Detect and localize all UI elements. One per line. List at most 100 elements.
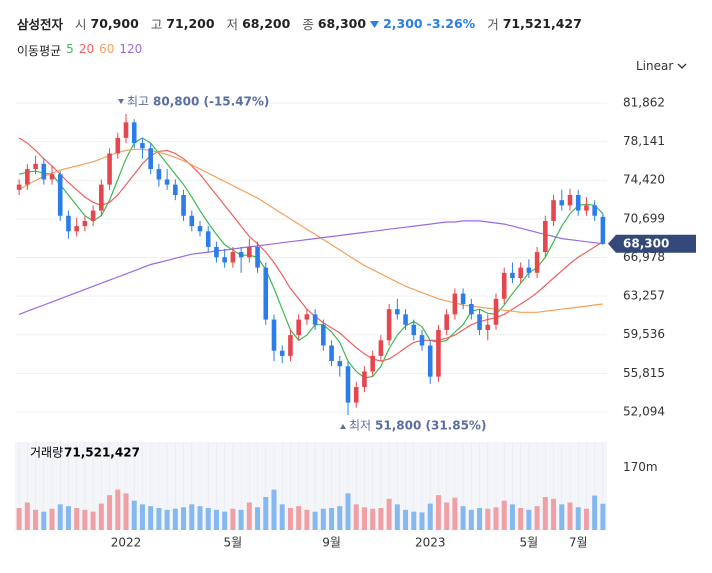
volume-bar (164, 509, 170, 530)
candle-body (90, 210, 96, 221)
annotation-text: 51,800 (31.85%) (375, 419, 486, 433)
candle-body (197, 226, 203, 232)
volume-bar (518, 508, 524, 530)
candle-body (156, 169, 162, 180)
candle-body (362, 371, 367, 388)
candle-body (99, 184, 104, 211)
candle-body (337, 361, 343, 367)
y-tick-label: 81,862 (623, 95, 665, 109)
volume-bar (444, 502, 450, 530)
legend-entry: 5 (66, 42, 74, 56)
label: 종 (302, 17, 314, 32)
volume-bar (181, 507, 187, 530)
value: 71,200 (166, 16, 215, 31)
candle-body (82, 220, 88, 227)
legend-entry: 60 (99, 42, 115, 56)
x-tick-label: 2022 (111, 536, 142, 550)
volume-bar (16, 508, 22, 530)
ma-legend: 이동평균 5 20 60 120 (17, 42, 142, 59)
volume-bar (468, 509, 474, 530)
annotation-label: 최고 (127, 95, 149, 109)
candle-body (115, 137, 121, 154)
candle-body (164, 179, 170, 185)
volume-bar (559, 504, 565, 530)
label: 고 (150, 17, 163, 32)
y-tick-label: 63,257 (623, 289, 665, 303)
candle-body (214, 246, 219, 258)
candle-body (173, 184, 178, 195)
volume-bar (90, 511, 96, 530)
volume-bar (345, 493, 351, 530)
volume-panel (15, 442, 607, 530)
stock-name: 삼성전자 (17, 17, 64, 32)
volume-bar (493, 507, 499, 530)
scale-button[interactable]: Linear (636, 59, 687, 73)
candle-body (600, 216, 606, 244)
label: 저 (226, 17, 239, 32)
volume-bar (287, 508, 293, 530)
candle-body (567, 194, 573, 206)
volume-bar (534, 506, 540, 530)
candle-body (551, 200, 556, 221)
volume-bar (575, 507, 581, 530)
volume-bar (460, 506, 466, 530)
volume-bar (542, 497, 548, 530)
candle-body (205, 231, 211, 247)
candle-body (485, 324, 491, 330)
candle-body (345, 366, 351, 403)
volume-bar (205, 508, 211, 530)
volume-bar (394, 504, 400, 530)
candle-body (321, 324, 326, 346)
volume-bar (139, 504, 145, 530)
candle-body (49, 174, 55, 180)
candle-body (74, 226, 79, 232)
legend-entry: 20 (78, 42, 95, 56)
candle-body (427, 345, 433, 377)
volume-bar (353, 504, 359, 530)
ma-line (18, 220, 603, 315)
candle-body (411, 324, 417, 336)
volume-bar (189, 504, 195, 530)
price-tag-label: 68,300 (623, 236, 669, 250)
candle-body (510, 272, 515, 279)
y-tick-label: 66,978 (623, 250, 665, 264)
candle-body (436, 329, 441, 377)
ma-line (18, 137, 604, 362)
candle-body (329, 345, 334, 362)
volume-bar (24, 502, 30, 530)
ma-line (18, 148, 603, 313)
volume-bar (411, 511, 417, 530)
volume-bar (65, 506, 71, 530)
candle-body (477, 314, 482, 330)
down-arrow (370, 20, 380, 28)
volume-bar (419, 512, 425, 530)
candle-body (222, 257, 227, 263)
x-tick-label: 5월 (224, 536, 243, 550)
candle-body (395, 309, 400, 315)
volume-tick-label: 170m (623, 460, 658, 474)
volume-bar (115, 489, 121, 530)
x-tick-label: 7월 (569, 536, 588, 550)
candle-body (584, 205, 589, 211)
candle-body (304, 314, 310, 320)
candle-body (16, 184, 22, 190)
volume-bar (477, 508, 483, 530)
value: 68,200 (242, 16, 291, 31)
volume-bar (279, 504, 285, 530)
volume-bar (131, 500, 137, 530)
volume-bar (197, 506, 203, 530)
candle-body (189, 215, 195, 227)
candle-body (279, 350, 285, 356)
candle-body (140, 143, 145, 149)
volume-bar (427, 503, 433, 530)
candle-body (518, 267, 523, 279)
annotation-arrow (340, 424, 346, 430)
volume-bar (329, 508, 335, 530)
candle-body (181, 194, 186, 216)
label: 거 (487, 17, 499, 32)
candle-body (123, 122, 129, 138)
volume-bar (370, 508, 376, 530)
candle-body (288, 335, 293, 356)
